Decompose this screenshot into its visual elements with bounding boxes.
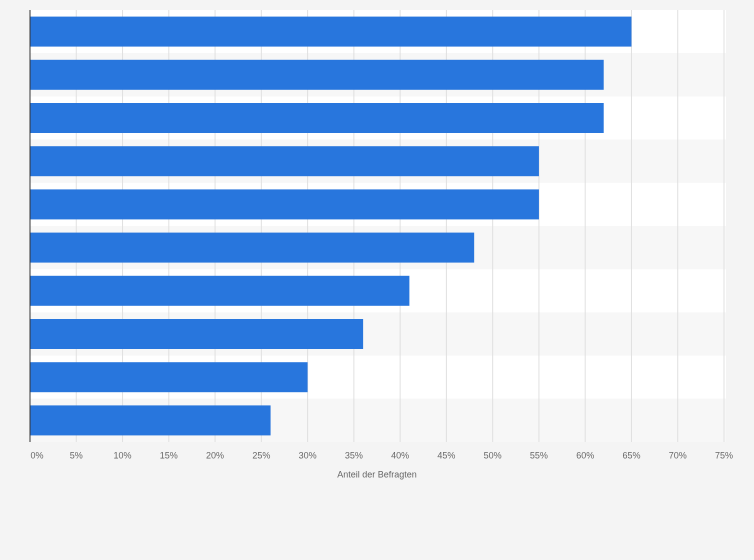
bar (30, 362, 308, 393)
x-tick-label: 40% (391, 450, 409, 460)
x-tick-label: 65% (622, 450, 640, 460)
x-tick-label: 20% (206, 450, 224, 460)
bar (30, 59, 604, 90)
x-tick-label: 10% (114, 450, 132, 460)
x-tick-label: 45% (437, 450, 455, 460)
bar (30, 189, 539, 220)
x-tick-label: 50% (484, 450, 502, 460)
x-axis-label: Anteil der Befragten (337, 469, 417, 479)
x-tick-label: 15% (160, 450, 178, 460)
x-tick-label: 0% (30, 450, 43, 460)
bar (30, 232, 475, 263)
bar (30, 319, 364, 349)
x-tick-label: 70% (669, 450, 687, 460)
bar (30, 103, 604, 133)
x-tick-label: 30% (299, 450, 317, 460)
x-tick-label: 55% (530, 450, 548, 460)
bar (30, 275, 410, 306)
bar (30, 405, 271, 436)
x-tick-label: 75% (715, 450, 733, 460)
x-tick-label: 60% (576, 450, 594, 460)
x-tick-label: 25% (252, 450, 270, 460)
bar (30, 16, 632, 47)
bar (30, 146, 539, 177)
x-tick-label: 35% (345, 450, 363, 460)
x-tick-label: 5% (70, 450, 83, 460)
